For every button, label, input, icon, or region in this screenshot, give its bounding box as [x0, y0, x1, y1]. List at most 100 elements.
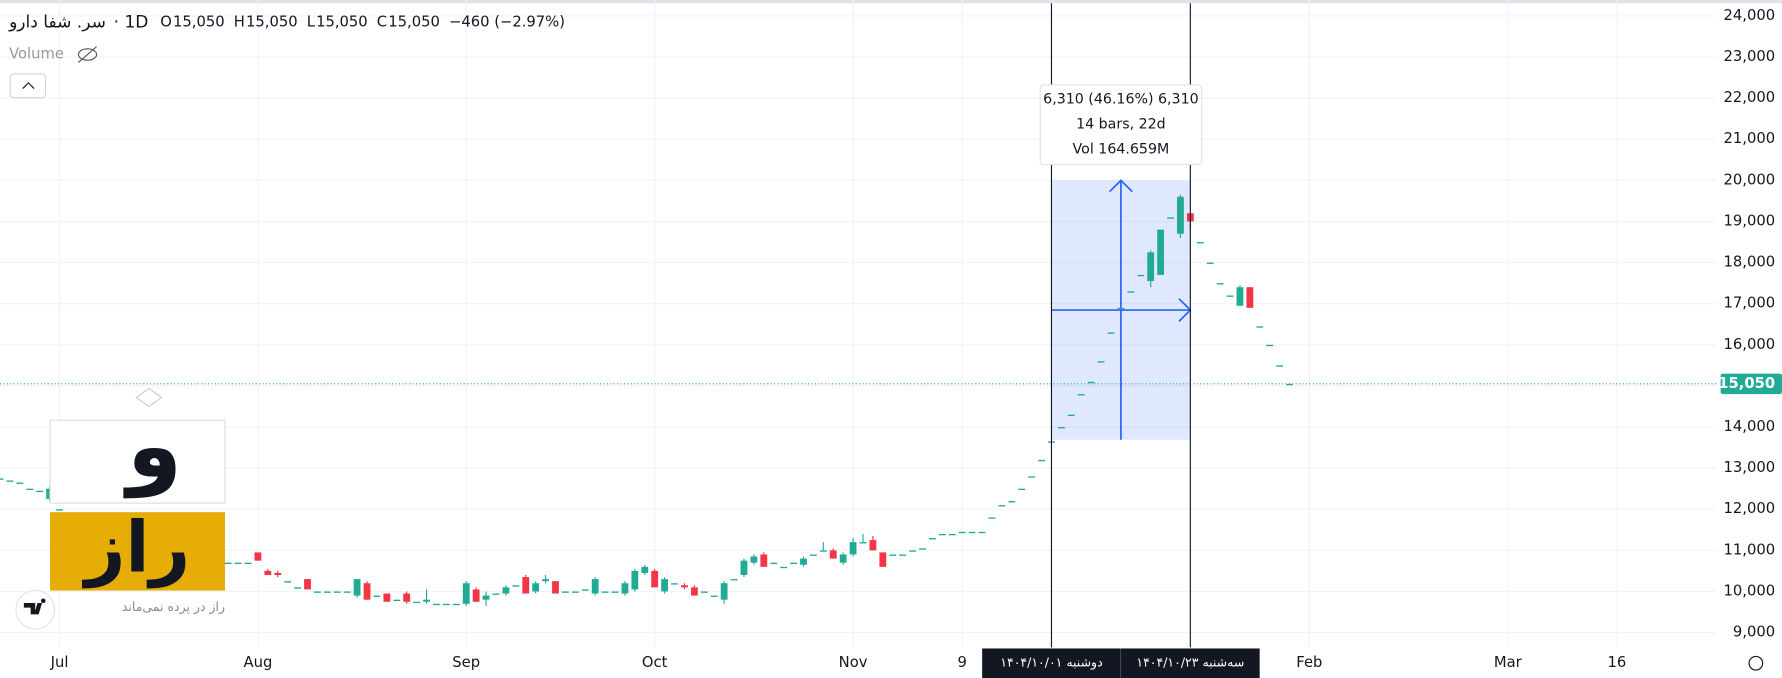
- y-tick-label: 12,000: [1724, 500, 1776, 517]
- candle-body: [849, 542, 857, 555]
- candle-body: [1196, 242, 1204, 244]
- x-tick-label: 16: [1607, 654, 1626, 671]
- y-tick-label: 9,000: [1733, 624, 1775, 641]
- measure-tooltip: [1039, 84, 1203, 166]
- watermark-word: راز: [82, 506, 190, 588]
- y-tick-label: 22,000: [1724, 89, 1776, 106]
- candle-body: [591, 579, 599, 594]
- candle-body: [1177, 196, 1184, 234]
- candle-body: [56, 509, 63, 511]
- watermark-box: [50, 512, 226, 591]
- candle-body: [1236, 287, 1244, 306]
- y-tick-label: 21,000: [1724, 130, 1776, 147]
- candle-body: [562, 591, 569, 593]
- legend-value: 15,050: [388, 14, 440, 31]
- candle-body: [1256, 326, 1264, 328]
- candle-body: [760, 554, 768, 567]
- candle-body: [1107, 332, 1115, 334]
- candle-body: [730, 579, 738, 581]
- candle-body: [611, 591, 619, 593]
- interval: · 1D: [114, 13, 149, 33]
- y-tick-label: 10,000: [1724, 582, 1776, 599]
- eye-icon[interactable]: [77, 46, 98, 63]
- candle-body: [26, 488, 34, 491]
- candle-body: [671, 583, 678, 585]
- legend-key: C: [377, 14, 387, 31]
- x-tick-label: Aug: [243, 654, 272, 671]
- x-tick-label: Jul: [50, 654, 69, 671]
- legend-key: H: [234, 14, 245, 31]
- candle-body: [879, 552, 887, 567]
- y-tick-label: 13,000: [1724, 459, 1776, 476]
- candle-body: [522, 577, 530, 594]
- candle-body: [889, 554, 897, 556]
- candle-body: [1206, 262, 1214, 264]
- candle-body: [1216, 283, 1224, 285]
- measure-tooltip-line: 6,310 (46.16%) 6,310: [1043, 92, 1198, 108]
- legend-key: O: [160, 14, 172, 31]
- candle-body: [988, 517, 996, 519]
- candle-body: [770, 562, 778, 565]
- candle-body: [16, 482, 24, 484]
- candle-body: [442, 603, 450, 606]
- collapse-button[interactable]: [9, 73, 47, 99]
- candle-body: [1137, 274, 1145, 277]
- x-tick-label: Sep: [452, 654, 480, 671]
- x-tick-label: Mar: [1494, 654, 1523, 671]
- candle-body: [948, 533, 956, 536]
- candle-body: [1008, 501, 1016, 503]
- candle-body: [571, 591, 579, 593]
- watermark-letter: و: [123, 394, 182, 498]
- legend-value: 15,050: [316, 14, 368, 31]
- tv-logo[interactable]: [15, 589, 56, 630]
- candle-body: [6, 480, 14, 482]
- candle-body: [244, 562, 252, 565]
- chevron: [22, 82, 35, 89]
- candle-body: [1157, 229, 1164, 275]
- candle-body: [462, 583, 470, 604]
- ohlc-legend: O 15,050 H 15,050 L 15,050 C 15,050 −460 (−2.97%…: [160, 14, 565, 31]
- candle-body: [1038, 459, 1045, 462]
- candle-body: [1067, 414, 1075, 417]
- plot: [0, 179, 1293, 606]
- candle-body: [472, 589, 480, 602]
- x-tick-label: Feb: [1296, 654, 1322, 671]
- candle-body: [690, 587, 698, 596]
- measure-tooltip-line: Vol 164.659M: [1073, 142, 1170, 158]
- candle-body: [899, 554, 907, 556]
- x-tick-label: Oct: [642, 654, 668, 671]
- icon: [135, 387, 163, 408]
- candle-body: [720, 583, 728, 600]
- candle-body: [829, 550, 837, 559]
- candle-body: [1028, 476, 1036, 478]
- candle-body: [1097, 361, 1105, 363]
- candle-body: [502, 587, 510, 594]
- candle-body: [254, 552, 262, 561]
- candle-body: [343, 591, 351, 593]
- candle-body: [224, 562, 232, 565]
- candle-body: [383, 593, 391, 602]
- top-border: [0, 0, 1782, 4]
- y-tick-label: 24,000: [1724, 7, 1776, 24]
- candle-body: [284, 581, 292, 583]
- y-tick-label: 16,000: [1724, 336, 1776, 353]
- candle-body: [532, 583, 540, 592]
- x-tick-label: Nov: [839, 654, 868, 671]
- candle-body: [433, 603, 440, 606]
- eye-slash: [78, 46, 97, 63]
- candle-body: [790, 562, 797, 565]
- candle-body: [641, 566, 649, 573]
- candle-body: [1087, 381, 1095, 384]
- candle-body: [403, 593, 411, 602]
- candle-body: [869, 540, 877, 551]
- y-tick-label: 19,000: [1724, 212, 1776, 229]
- legend-value: 15,050: [173, 14, 225, 31]
- settings-icon[interactable]: [1748, 655, 1764, 671]
- volume-label: Volume: [9, 46, 64, 63]
- y-tick-label: 11,000: [1724, 541, 1776, 558]
- legend-change: −460 (−2.97%): [449, 14, 565, 31]
- candle-body: [839, 554, 847, 563]
